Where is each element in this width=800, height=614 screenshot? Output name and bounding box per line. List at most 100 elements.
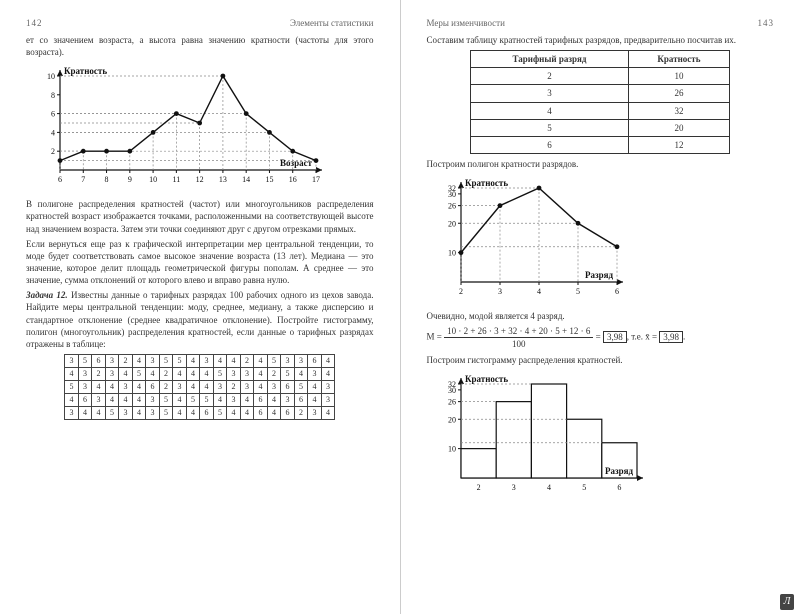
grid-cell: 3 [105,367,119,380]
data-grid: 3563243554344245336443234542444533425434… [64,354,335,420]
grid-cell: 2 [267,367,281,380]
svg-text:8: 8 [51,91,55,100]
grid-cell: 3 [146,393,160,406]
grid-cell: 3 [200,354,214,367]
grid-cell: 2 [159,367,173,380]
svg-text:8: 8 [105,175,109,184]
grid-cell: 4 [65,393,79,406]
grid-cell: 3 [173,380,187,393]
header-left: 142 Элементы статистики [26,18,374,28]
task-text: Известны данные о тарифных разрядах 100 … [26,290,374,349]
grid-cell: 2 [92,367,106,380]
grid-cell: 3 [146,406,160,419]
grid-cell: 4 [186,354,200,367]
svg-text:Кратность: Кратность [465,374,508,384]
grid-cell: 3 [105,354,119,367]
grid-cell: 4 [92,406,106,419]
formula-denominator: 100 [444,338,593,350]
formula-result-1: 3,98 [603,331,627,343]
svg-text:13: 13 [219,175,227,184]
grid-cell: 6 [200,406,214,419]
grid-cell: 4 [200,380,214,393]
svg-text:2: 2 [51,147,55,156]
grid-cell: 3 [240,380,254,393]
grid-cell: 5 [267,354,281,367]
formula-numerator: 10 · 2 + 26 · 3 + 32 · 4 + 20 · 5 + 12 ·… [444,325,593,338]
grid-cell: 3 [321,393,335,406]
grid-cell: 3 [281,354,295,367]
grid-cell: 5 [173,354,187,367]
publisher-logo: Л [780,594,794,610]
svg-text:6: 6 [58,175,62,184]
grid-cell: 3 [308,406,322,419]
svg-text:20: 20 [448,219,456,228]
grid-cell: 4 [65,367,79,380]
paragraph-2: Если вернуться еще раз к графической инт… [26,238,374,287]
svg-text:5: 5 [582,483,586,492]
histogram-caption: Построим гистограмму распределения кратн… [427,354,775,366]
svg-text:32: 32 [448,380,456,389]
grid-cell: 4 [78,406,92,419]
grid-cell: 6 [78,393,92,406]
grid-cell: 3 [308,367,322,380]
grid-cell: 3 [78,367,92,380]
grid-cell: 6 [308,354,322,367]
rank-cell: 32 [628,102,730,119]
grid-cell: 4 [267,393,281,406]
grid-cell: 4 [308,393,322,406]
grid-cell: 3 [294,354,308,367]
svg-text:Возраст: Возраст [280,158,313,168]
grid-cell: 4 [308,380,322,393]
svg-text:6: 6 [615,287,619,296]
svg-text:4: 4 [51,129,55,138]
grid-cell: 3 [146,354,160,367]
intro-text-left: ет со значением возраста, а высота равна… [26,34,374,58]
grid-cell: 6 [254,393,268,406]
svg-text:6: 6 [51,110,55,119]
grid-cell: 2 [119,354,133,367]
rank-cell: 4 [471,102,628,119]
grid-cell: 5 [159,406,173,419]
grid-cell: 4 [321,367,335,380]
paragraph-1: В полигоне распределения кратностей (час… [26,198,374,234]
chart-age-polygon: 24681067891011121314151617КратностьВозра… [26,62,374,192]
svg-text:10: 10 [47,72,55,81]
grid-cell: 4 [173,367,187,380]
page-number-left: 142 [26,18,43,28]
svg-text:12: 12 [196,175,204,184]
grid-cell: 4 [294,367,308,380]
grid-cell: 4 [119,393,133,406]
intro-text-right: Составим таблицу кратностей тарифных раз… [427,34,775,46]
svg-text:20: 20 [448,415,456,424]
svg-text:7: 7 [81,175,85,184]
grid-cell: 2 [159,380,173,393]
task-title: Задача 12. [26,290,68,300]
svg-text:14: 14 [242,175,250,184]
grid-cell: 5 [200,393,214,406]
grid-cell: 4 [132,406,146,419]
grid-cell: 4 [254,367,268,380]
svg-text:10: 10 [149,175,157,184]
svg-text:16: 16 [289,175,297,184]
grid-cell: 4 [105,393,119,406]
svg-text:4: 4 [537,287,541,296]
grid-cell: 5 [65,380,79,393]
grid-cell: 3 [119,406,133,419]
grid-cell: 4 [200,367,214,380]
rank-cell: 6 [471,136,628,153]
rank-col-header: Тарифный разряд [471,51,628,68]
grid-cell: 4 [173,406,187,419]
section-title-left: Элементы статистики [290,18,374,28]
mode-line: Очевидно, модой является 4 разряд. [427,310,775,322]
svg-text:3: 3 [498,287,502,296]
rank-cell: 20 [628,119,730,136]
grid-cell: 4 [240,393,254,406]
grid-cell: 3 [65,406,79,419]
grid-cell: 6 [146,380,160,393]
section-title-right: Меры изменчивости [427,18,505,28]
grid-cell: 6 [281,380,295,393]
svg-text:26: 26 [448,202,456,211]
grid-cell: 4 [132,380,146,393]
svg-text:2: 2 [459,287,463,296]
rank-cell: 26 [628,85,730,102]
